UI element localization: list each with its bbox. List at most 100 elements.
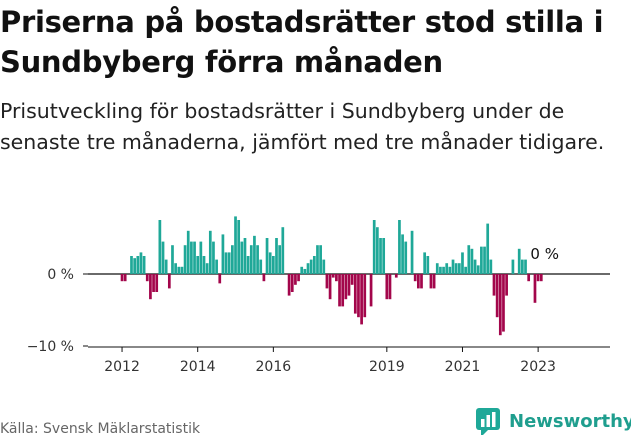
- bar: [139, 252, 143, 274]
- bar: [319, 245, 322, 274]
- bar: [344, 274, 348, 300]
- bar: [278, 245, 282, 274]
- bar: [398, 220, 401, 274]
- y-tick-label: 0 %: [47, 267, 74, 283]
- bar: [136, 256, 140, 274]
- bar-chart: 0 % −10 % 2012 2014 2016 2019 2021 2023 0 %: [27, 216, 610, 375]
- bar: [420, 274, 423, 289]
- x-tick-label: 2019: [369, 359, 405, 375]
- bar: [464, 266, 467, 274]
- bar: [350, 274, 354, 285]
- bar: [262, 274, 266, 282]
- bar: [404, 241, 408, 274]
- bar: [221, 234, 225, 274]
- bar: [498, 274, 502, 336]
- bar: [461, 252, 464, 274]
- bar: [382, 238, 386, 274]
- bar: [271, 256, 275, 274]
- bar: [208, 230, 212, 274]
- bar: [212, 241, 215, 274]
- bar: [158, 220, 162, 274]
- bar: [297, 274, 300, 282]
- bar: [322, 259, 326, 274]
- bar: [394, 274, 398, 278]
- bar: [246, 256, 250, 274]
- bar: [372, 220, 376, 274]
- bar: [325, 274, 329, 289]
- bar: [517, 248, 521, 274]
- bar: [432, 274, 436, 289]
- bar: [256, 245, 259, 274]
- bar: [120, 274, 124, 282]
- bar: [190, 241, 193, 274]
- bar: [164, 259, 168, 274]
- bar: [435, 263, 439, 274]
- bar: [224, 252, 228, 274]
- bar: [385, 274, 389, 300]
- bar: [180, 266, 184, 274]
- bar: [202, 256, 206, 274]
- bar: [457, 263, 461, 274]
- bar: [306, 263, 310, 274]
- newsworthy-brand[interactable]: Newsworthy: [475, 407, 631, 435]
- bar: [205, 263, 209, 274]
- x-tick-label: 2012: [104, 359, 140, 375]
- bar: [240, 241, 244, 274]
- x-tick-label: 2021: [445, 359, 481, 375]
- bar: [234, 216, 237, 274]
- source-credit: Källa: Svensk Mäklarstatistik: [0, 421, 201, 437]
- bar: [486, 223, 490, 274]
- bar: [341, 274, 345, 307]
- bar: [489, 259, 493, 274]
- bar: [376, 227, 379, 274]
- x-tick-label: 2016: [256, 359, 292, 375]
- bar: [243, 238, 247, 274]
- bar: [268, 252, 272, 274]
- bar: [199, 241, 203, 274]
- bar: [174, 263, 177, 274]
- bar: [533, 274, 537, 303]
- bar: [426, 256, 430, 274]
- bar: [527, 274, 531, 282]
- bar: [483, 246, 486, 274]
- bar: [253, 235, 256, 274]
- bar: [511, 259, 515, 274]
- bar: [357, 274, 360, 318]
- bar: [521, 259, 524, 274]
- bar: [388, 274, 392, 300]
- bar: [161, 241, 165, 274]
- chart-subtitle: Prisutveckling för bostadsrätter i Sundb…: [0, 99, 605, 154]
- bar: [171, 245, 174, 274]
- bar: [133, 258, 137, 274]
- bar: [183, 245, 187, 274]
- bar: [287, 274, 291, 296]
- newsworthy-logo-icon: [476, 408, 500, 435]
- bar: [524, 259, 527, 274]
- bar: [249, 245, 253, 274]
- bar: [423, 252, 427, 274]
- bar: [470, 248, 474, 274]
- bar: [467, 245, 471, 274]
- bar: [237, 220, 241, 274]
- bar: [290, 274, 294, 292]
- bar: [480, 246, 483, 274]
- bar: [309, 259, 313, 274]
- bar: [502, 274, 505, 332]
- bar: [265, 238, 269, 274]
- bar: [145, 274, 149, 282]
- bar: [312, 256, 316, 274]
- bar: [476, 265, 480, 274]
- bar: [218, 274, 222, 284]
- bar: [445, 263, 449, 274]
- bar: [429, 274, 433, 289]
- bar: [331, 274, 335, 278]
- bar: [335, 274, 338, 282]
- bar: [536, 274, 540, 282]
- bar: [300, 266, 304, 274]
- bar: [451, 259, 455, 274]
- bar: [539, 274, 543, 282]
- bar: [275, 238, 278, 274]
- bar: [259, 259, 263, 274]
- x-tick-label: 2023: [520, 359, 556, 375]
- y-tick-label: −10 %: [27, 339, 74, 355]
